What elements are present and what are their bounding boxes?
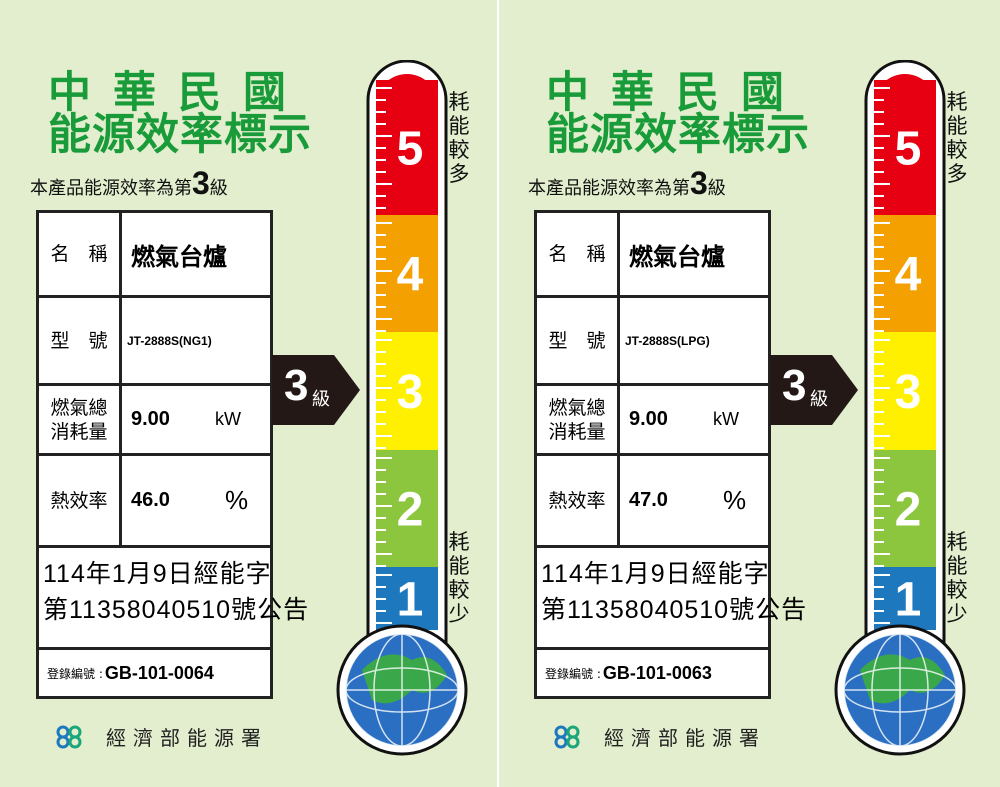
grade-statement: 本產品能源效率為第3級 <box>528 165 726 202</box>
title-label: 能源效率標示 <box>48 110 312 160</box>
grade-2-segment <box>874 450 936 567</box>
registration-value: GB-101-0064 <box>104 662 214 683</box>
registration-value: GB-101-0063 <box>602 662 712 683</box>
announcement-line2: 第11358040510號公告 <box>541 596 808 624</box>
grade-3-segment <box>376 332 438 450</box>
grade-arrow: 3 級 <box>272 355 360 425</box>
agency-name: 經濟部能源署 <box>604 726 766 750</box>
grade-5-segment <box>376 80 438 215</box>
agency-logo-icon <box>554 725 580 748</box>
gas-consumption-value: 9.00 <box>131 408 170 430</box>
efficiency-value: 46.0 <box>131 489 170 511</box>
row-model: 型 號 JT-2888S(NG1) <box>39 298 270 386</box>
spec-table: 名 稱燃氣台爐 型 號 JT-2888S(LPG) 燃氣總消耗量 9.00 kW 熱效… <box>534 210 808 699</box>
announcement: 114年1月9日經能字第11358040510號公告 <box>39 548 310 650</box>
name-value: 燃氣台爐 <box>131 242 227 271</box>
row-model: 型 號 JT-2888S(LPG) <box>537 298 768 386</box>
grade-statement-prefix: 本產品能源效率為第 <box>528 178 690 199</box>
grade-1-number: 1 <box>895 574 922 627</box>
grade-4-segment <box>376 215 438 332</box>
model-value: JT-2888S(NG1) <box>127 333 212 348</box>
model-label: 型 號 <box>39 298 122 383</box>
row-gas: 燃氣總消耗量 9.00 kW <box>537 386 768 456</box>
grade-1-segment <box>874 567 936 630</box>
name-label: 名 稱 <box>39 213 122 295</box>
grade-2-number: 2 <box>397 484 424 537</box>
energy-label-1: 中華民國 能源效率標示 本產品能源效率為第3級 名 稱燃氣台爐 型 號 JT-28… <box>0 0 498 787</box>
announcement-line1: 114年1月9日經能字 <box>43 560 272 588</box>
more-energy-label: 耗能較多 <box>946 90 968 186</box>
thermometer-scale: 5 4 3 2 1 <box>830 59 970 760</box>
arrow-grade-number: 3 <box>782 361 807 410</box>
grade-5-segment <box>874 80 936 215</box>
gas-consumption-label: 燃氣總消耗量 <box>39 386 122 453</box>
model-value: JT-2888S(LPG) <box>625 333 710 348</box>
model-label: 型 號 <box>537 298 620 383</box>
grade-statement: 本產品能源效率為第3級 <box>30 165 228 202</box>
grade-value: 3 <box>192 165 210 201</box>
grade-5-number: 5 <box>895 123 922 176</box>
row-efficiency: 熱效率 47.0% <box>537 456 768 548</box>
registration-label: 登錄編號 : <box>47 666 103 681</box>
gas-consumption-value: 9.00 <box>629 408 668 430</box>
less-energy-label: 耗能較少 <box>448 530 470 626</box>
gas-unit: kW <box>215 409 241 429</box>
title-label: 能源效率標示 <box>546 110 810 160</box>
grade-3-number: 3 <box>397 366 424 419</box>
efficiency-unit: % <box>225 485 249 515</box>
gas-unit: kW <box>713 409 739 429</box>
announcement-line2: 第11358040510號公告 <box>43 596 310 624</box>
efficiency-label: 熱效率 <box>537 456 620 545</box>
efficiency-label: 熱效率 <box>39 456 122 545</box>
thermometer-scale: 5 4 3 2 1 <box>332 59 472 760</box>
less-energy-label: 耗能較少 <box>946 530 968 626</box>
announcement: 114年1月9日經能字第11358040510號公告 <box>537 548 808 650</box>
grade-4-segment <box>874 215 936 332</box>
grade-4-number: 4 <box>397 249 424 302</box>
title-country: 中華民國 <box>546 68 806 118</box>
registration: 登錄編號 : GB-101-0063 <box>545 650 712 696</box>
registration: 登錄編號 : GB-101-0064 <box>47 650 214 696</box>
grade-arrow: 3 級 <box>770 355 858 425</box>
announcement-line1: 114年1月9日經能字 <box>541 560 770 588</box>
agency-name: 經濟部能源署 <box>106 726 268 750</box>
registration-label: 登錄編號 : <box>545 666 601 681</box>
grade-statement-suffix: 級 <box>707 178 726 199</box>
arrow-grade-unit: 級 <box>810 389 828 410</box>
grade-2-segment <box>376 450 438 567</box>
arrow-grade-unit: 級 <box>312 389 330 410</box>
row-name: 名 稱燃氣台爐 <box>537 213 768 298</box>
title-country: 中華民國 <box>48 68 308 118</box>
efficiency-unit: % <box>723 485 747 515</box>
grade-2-number: 2 <box>895 484 922 537</box>
energy-label-2: 中華民國 能源效率標示 本產品能源效率為第3級 名 稱燃氣台爐 型 號 JT-28… <box>498 0 996 787</box>
agency-footer: 經濟部能源署 <box>552 722 766 751</box>
gas-consumption-label: 燃氣總消耗量 <box>537 386 620 453</box>
agency-logo-icon <box>56 725 82 748</box>
spec-table: 名 稱燃氣台爐 型 號 JT-2888S(NG1) 燃氣總消耗量 9.00 kW 熱效… <box>36 210 310 699</box>
label-divider <box>497 0 499 787</box>
grade-5-number: 5 <box>397 123 424 176</box>
name-label: 名 稱 <box>537 213 620 295</box>
grade-4-number: 4 <box>895 249 922 302</box>
grade-value: 3 <box>690 165 708 201</box>
row-name: 名 稱燃氣台爐 <box>39 213 270 298</box>
row-efficiency: 熱效率 46.0% <box>39 456 270 548</box>
grade-3-number: 3 <box>895 366 922 419</box>
grade-statement-suffix: 級 <box>209 178 228 199</box>
agency-footer: 經濟部能源署 <box>54 722 268 751</box>
grade-statement-prefix: 本產品能源效率為第 <box>30 178 192 199</box>
grade-1-segment <box>376 567 438 630</box>
grade-1-number: 1 <box>397 574 424 627</box>
efficiency-value: 47.0 <box>629 489 668 511</box>
more-energy-label: 耗能較多 <box>448 90 470 186</box>
grade-3-segment <box>874 332 936 450</box>
row-gas: 燃氣總消耗量 9.00 kW <box>39 386 270 456</box>
arrow-grade-number: 3 <box>284 361 309 410</box>
name-value: 燃氣台爐 <box>629 242 725 271</box>
